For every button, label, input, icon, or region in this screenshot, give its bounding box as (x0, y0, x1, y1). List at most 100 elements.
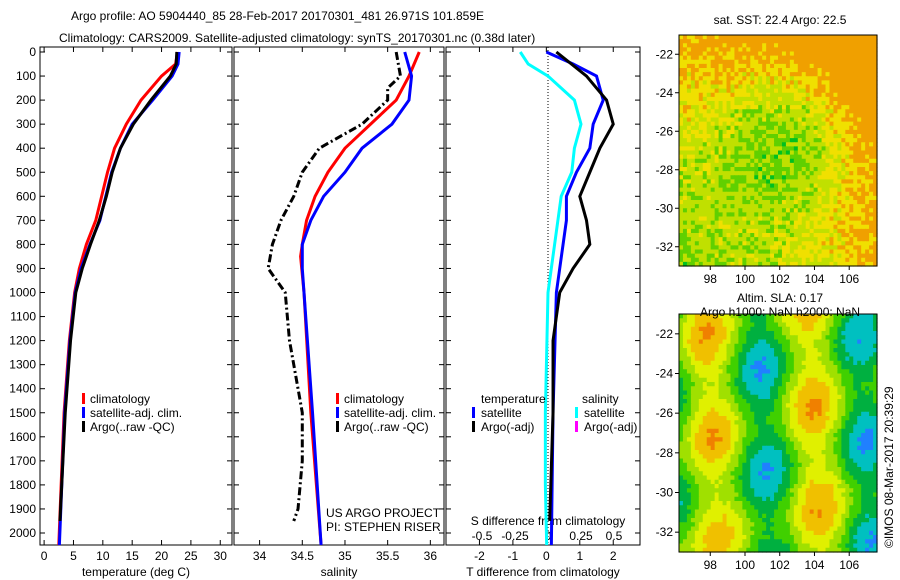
map-cell (714, 462, 720, 468)
map-cell (853, 212, 858, 218)
map-cell (837, 121, 842, 127)
map-cell (698, 101, 704, 106)
map-cell (730, 420, 736, 426)
map-cell (778, 167, 783, 172)
map-cell (702, 195, 708, 201)
map-cell (829, 331, 835, 336)
map-cell (682, 208, 688, 213)
map-cell (801, 249, 807, 255)
map-cell (722, 382, 728, 387)
map-cell (797, 454, 803, 460)
map-cell (817, 331, 823, 336)
map-cell (766, 454, 771, 460)
map-cell (682, 68, 688, 73)
map-cell (873, 441, 878, 447)
lat-tick-label: -24 (656, 86, 674, 100)
map-cell (873, 125, 878, 131)
map-cell (797, 109, 803, 114)
map-cell (722, 204, 728, 209)
map-cell (682, 55, 688, 61)
map-cell (809, 113, 815, 119)
map-cell (797, 348, 803, 353)
map-cell (825, 35, 831, 40)
map-cell (801, 245, 807, 251)
map-cell (801, 39, 807, 44)
map-cell (698, 369, 704, 375)
map-cell (718, 154, 724, 160)
map-cell (738, 228, 743, 234)
map-cell (841, 80, 846, 86)
map-cell (825, 220, 831, 226)
map-cell (805, 109, 811, 114)
map-cell (793, 352, 799, 358)
map-cell (813, 224, 819, 230)
map-cell (845, 407, 850, 413)
map-cell (702, 335, 708, 341)
plot-frame (445, 46, 641, 546)
map-cell (833, 212, 838, 218)
map-cell (801, 348, 807, 353)
map-cell (865, 360, 870, 366)
map-cell (825, 377, 831, 383)
map-cell (726, 158, 732, 164)
map-cell (829, 195, 835, 201)
map-cell (829, 55, 835, 61)
map-cell (841, 458, 846, 464)
map-cell (778, 101, 783, 106)
map-cell (702, 471, 708, 477)
map-cell (873, 437, 878, 443)
map-cell (825, 257, 831, 263)
lon-tick-label: 106 (839, 272, 859, 286)
map-cell (817, 318, 823, 324)
map-cell (774, 394, 779, 400)
map-cell (750, 475, 755, 481)
map-cell (869, 241, 874, 246)
map-cell (821, 105, 827, 110)
map-cell (686, 261, 692, 267)
map-cell (762, 348, 767, 353)
map-cell (770, 146, 775, 152)
map-cell (706, 356, 712, 362)
map-cell (718, 204, 724, 209)
map-cell (746, 51, 751, 57)
map-cell (869, 113, 874, 119)
map-cell (825, 129, 831, 135)
map-cell (869, 399, 874, 404)
map-cell (714, 386, 720, 392)
map-cell (873, 245, 878, 251)
map-cell (766, 167, 771, 172)
map-cell (789, 68, 795, 73)
map-cell (762, 96, 767, 102)
map-cell (825, 142, 831, 147)
map-cell (722, 208, 728, 213)
map-cell (706, 39, 712, 44)
map-cell (722, 407, 728, 413)
map-cell (718, 467, 724, 472)
map-cell (833, 386, 838, 392)
map-cell (873, 179, 878, 185)
map-cell (821, 76, 827, 81)
map-cell (861, 253, 866, 259)
map-cell (778, 146, 783, 152)
map-cell (829, 191, 835, 197)
map-cell (829, 467, 835, 472)
map-cell (714, 245, 720, 251)
map-cell (861, 411, 866, 417)
map-cell (706, 96, 712, 102)
map-cell (841, 150, 846, 156)
map-cell (754, 475, 759, 481)
map-cell (853, 399, 858, 404)
y-tick-label: 100 (16, 69, 36, 83)
map-cell (797, 142, 803, 147)
map-cell (698, 96, 704, 102)
map-cell (805, 59, 811, 65)
map-cell (726, 224, 732, 230)
map-cell (766, 390, 771, 396)
map-cell (726, 428, 732, 434)
map-cell (833, 352, 838, 358)
map-cell (813, 348, 819, 353)
map-cell (801, 101, 807, 106)
map-cell (742, 411, 747, 417)
map-cell (718, 76, 724, 81)
map-cell (793, 314, 799, 319)
